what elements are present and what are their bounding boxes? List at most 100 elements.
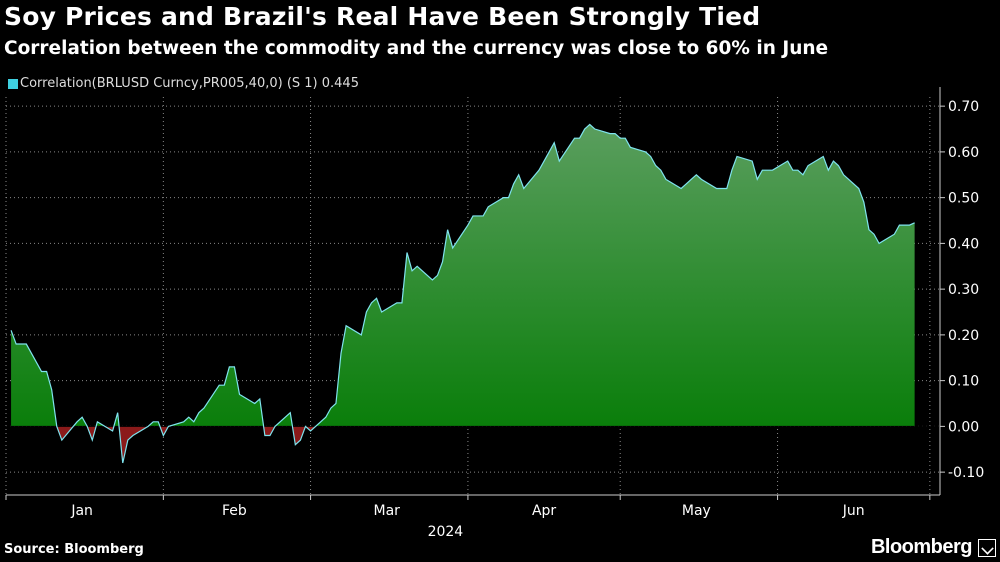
data-point <box>437 275 438 276</box>
data-point <box>254 403 255 404</box>
data-point <box>650 156 651 157</box>
y-tick-label: 0.40 <box>948 236 979 252</box>
data-point <box>41 371 42 372</box>
data-point <box>589 124 590 125</box>
data-point <box>153 421 154 422</box>
data-point <box>909 224 910 225</box>
data-point <box>56 426 57 427</box>
data-point <box>508 197 509 198</box>
data-point <box>543 160 544 161</box>
data-point <box>239 394 240 395</box>
data-point <box>305 426 306 427</box>
data-point <box>772 170 773 171</box>
data-point <box>488 206 489 207</box>
data-point <box>863 202 864 203</box>
data-point <box>10 330 11 331</box>
data-point <box>899 224 900 225</box>
data-point <box>452 247 453 248</box>
data-point <box>396 302 397 303</box>
data-point <box>477 215 478 216</box>
data-point <box>645 151 646 152</box>
x-tick-label: Jun <box>842 503 865 519</box>
data-point <box>609 133 610 134</box>
data-point <box>686 183 687 184</box>
data-point <box>838 165 839 166</box>
data-point <box>579 138 580 139</box>
chart-subtitle: Correlation between the commodity and th… <box>4 38 829 59</box>
data-point <box>158 421 159 422</box>
data-point <box>46 371 47 372</box>
data-point <box>163 435 164 436</box>
data-point <box>371 302 372 303</box>
data-point <box>538 170 539 171</box>
data-point <box>518 174 519 175</box>
y-tick-label: -0.10 <box>948 465 984 481</box>
data-point <box>503 197 504 198</box>
data-point <box>615 133 616 134</box>
data-point <box>203 407 204 408</box>
y-tick-label: 0.20 <box>948 328 979 344</box>
data-point <box>696 174 697 175</box>
data-point <box>620 138 621 139</box>
data-point <box>523 188 524 189</box>
data-point <box>873 234 874 235</box>
data-point <box>269 435 270 436</box>
data-point <box>574 138 575 139</box>
data-point <box>229 366 230 367</box>
data-point <box>417 266 418 267</box>
data-point <box>726 188 727 189</box>
data-point <box>807 165 808 166</box>
data-point <box>878 243 879 244</box>
data-point <box>406 252 407 253</box>
data-point <box>787 160 788 161</box>
data-point <box>411 270 412 271</box>
data-point <box>259 398 260 399</box>
data-point <box>290 412 291 413</box>
x-axis-year-label: 2024 <box>428 524 464 540</box>
data-point <box>340 353 341 354</box>
data-point <box>914 222 915 223</box>
data-point <box>752 160 753 161</box>
series-line <box>10 123 915 464</box>
data-point <box>767 170 768 171</box>
data-point <box>295 444 296 445</box>
data-point <box>300 440 301 441</box>
data-point <box>513 183 514 184</box>
data-point <box>117 412 118 413</box>
chart-title: Soy Prices and Brazil's Real Have Been S… <box>4 2 761 31</box>
data-point <box>26 343 27 344</box>
brand-logo: Bloomberg <box>871 536 996 559</box>
x-tick-label: Apr <box>532 503 556 519</box>
data-point <box>736 156 737 157</box>
data-point <box>554 142 555 143</box>
data-point <box>762 170 763 171</box>
data-point <box>76 421 77 422</box>
legend: Correlation(BRLUSD Curncy,PR005,40,0) (S… <box>8 76 359 91</box>
data-point <box>594 128 595 129</box>
y-tick-label: 0.10 <box>948 374 979 390</box>
data-point <box>234 366 235 367</box>
data-point <box>716 188 717 189</box>
data-point <box>681 188 682 189</box>
data-point <box>442 261 443 262</box>
data-point <box>721 188 722 189</box>
data-point <box>97 421 98 422</box>
x-tick-label: May <box>682 503 711 519</box>
data-point <box>61 440 62 441</box>
data-point <box>310 430 311 431</box>
data-point <box>401 302 402 303</box>
data-point <box>691 179 692 180</box>
data-point <box>432 279 433 280</box>
data-point <box>224 385 225 386</box>
data-point <box>345 325 346 326</box>
data-point <box>858 188 859 189</box>
data-point <box>894 234 895 235</box>
data-point <box>188 417 189 418</box>
data-point <box>467 224 468 225</box>
legend-swatch-icon <box>8 78 18 89</box>
x-tick-label: Feb <box>222 503 247 519</box>
data-point <box>21 343 22 344</box>
data-point <box>868 229 869 230</box>
brand-mark-icon <box>978 538 996 557</box>
data-point <box>584 128 585 129</box>
